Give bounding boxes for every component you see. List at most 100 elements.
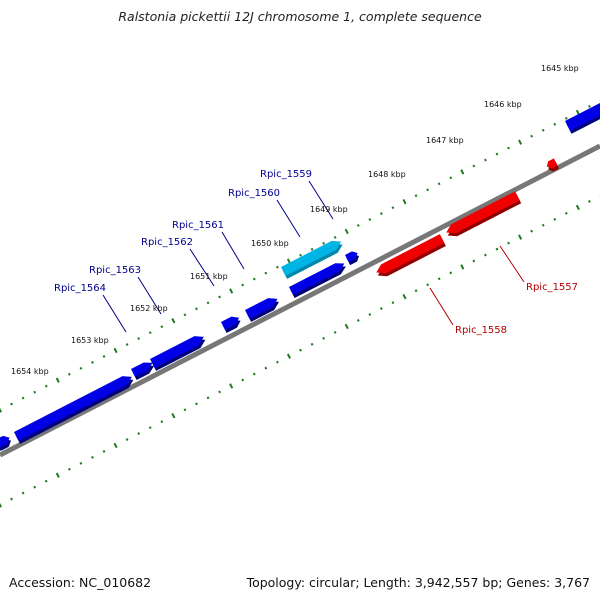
minor-tick bbox=[564, 211, 568, 215]
minor-tick bbox=[206, 396, 210, 400]
genes-value: 3,767 bbox=[554, 575, 590, 590]
forward-gene-arrow bbox=[131, 362, 155, 381]
gene-label-rpic-1559[interactable]: Rpic_1559 bbox=[260, 169, 312, 180]
minor-tick bbox=[495, 247, 499, 251]
minor-tick bbox=[33, 485, 37, 489]
minor-tick bbox=[264, 366, 268, 370]
tick-labels: 1645 kbp 1646 kbp 1647 kbp 1648 kbp 1649 kbp… bbox=[11, 64, 579, 376]
minor-tick bbox=[218, 390, 221, 394]
minor-tick bbox=[33, 390, 37, 394]
upper-tick-track bbox=[0, 99, 600, 413]
minor-tick bbox=[588, 105, 591, 108]
minor-tick bbox=[148, 426, 152, 430]
minor-tick bbox=[541, 223, 545, 227]
minor-tick bbox=[183, 408, 187, 412]
gene-label-rpic-1557[interactable]: Rpic_1557 bbox=[526, 282, 578, 293]
major-tick bbox=[171, 413, 176, 419]
minor-tick bbox=[137, 337, 141, 341]
accession-label: Accession: bbox=[9, 575, 76, 590]
gene-leader-line bbox=[102, 294, 127, 333]
reverse-gene-arrow bbox=[546, 158, 560, 172]
gene-label-rpic-1563[interactable]: Rpic_1563 bbox=[89, 265, 141, 276]
major-tick bbox=[402, 198, 407, 205]
minor-tick bbox=[437, 277, 441, 281]
minor-tick bbox=[449, 271, 453, 275]
minor-tick bbox=[507, 241, 510, 245]
forward-gene-arrow bbox=[14, 376, 134, 444]
kbp-tick-label: 1649 kbp bbox=[310, 205, 348, 214]
gene-labels: Rpic_1557 Rpic_1558 Rpic_1559 Rpic_1560 Rpic… bbox=[54, 169, 578, 336]
highlighted-gene-arrow bbox=[281, 240, 343, 279]
major-tick bbox=[460, 264, 465, 270]
accession-info: Accession: NC_010682 bbox=[9, 575, 151, 590]
minor-tick bbox=[391, 301, 395, 305]
gene-label-rpic-1561[interactable]: Rpic_1561 bbox=[172, 220, 224, 231]
minor-tick bbox=[264, 271, 268, 275]
minor-tick bbox=[553, 217, 557, 221]
minor-tick bbox=[437, 182, 441, 186]
minor-tick bbox=[160, 420, 164, 424]
major-tick bbox=[460, 169, 465, 175]
kbp-tick-label: 1653 kbp bbox=[71, 336, 109, 345]
minor-tick bbox=[541, 128, 545, 132]
minor-tick bbox=[79, 461, 83, 465]
major-tick bbox=[0, 502, 3, 508]
minor-tick bbox=[299, 253, 302, 257]
major-tick bbox=[575, 204, 580, 211]
minor-tick bbox=[241, 283, 245, 287]
minor-tick bbox=[333, 235, 337, 239]
minor-tick bbox=[91, 455, 94, 459]
minor-tick bbox=[426, 188, 430, 192]
minor-tick bbox=[206, 301, 210, 305]
gene-leader-line bbox=[221, 231, 245, 270]
minor-tick bbox=[322, 241, 325, 245]
minor-tick bbox=[195, 402, 198, 406]
minor-tick bbox=[160, 325, 164, 329]
minor-tick bbox=[588, 200, 591, 203]
major-tick bbox=[229, 383, 234, 389]
minor-tick bbox=[564, 116, 568, 120]
minor-tick bbox=[414, 194, 418, 198]
minor-tick bbox=[275, 265, 279, 269]
major-tick bbox=[402, 293, 407, 300]
minor-tick bbox=[484, 253, 487, 257]
gene-label-rpic-1558[interactable]: Rpic_1558 bbox=[455, 325, 507, 336]
minor-tick bbox=[44, 479, 48, 483]
gene-label-rpic-1562[interactable]: Rpic_1562 bbox=[141, 237, 193, 248]
gene-features bbox=[0, 102, 600, 452]
kbp-tick-label: 1646 kbp bbox=[484, 100, 522, 109]
minor-tick bbox=[507, 146, 510, 150]
forward-gene-arrow bbox=[221, 316, 241, 334]
minor-tick bbox=[91, 360, 94, 364]
major-tick bbox=[55, 472, 60, 478]
topology-value: circular; bbox=[309, 575, 360, 590]
tick-marks bbox=[0, 99, 600, 508]
major-tick bbox=[55, 377, 60, 383]
minor-tick bbox=[148, 331, 152, 335]
minor-tick bbox=[310, 247, 314, 251]
minor-tick bbox=[391, 206, 395, 210]
major-tick bbox=[518, 139, 523, 145]
major-tick bbox=[575, 109, 580, 116]
genes-label: Genes: bbox=[506, 575, 551, 590]
topology-label: Topology: bbox=[246, 575, 306, 590]
length-label: Length: bbox=[363, 575, 411, 590]
minor-tick bbox=[21, 491, 25, 495]
forward-gene-arrow bbox=[289, 263, 346, 299]
major-tick bbox=[113, 347, 118, 354]
chromosome-backbone bbox=[0, 143, 600, 458]
minor-tick bbox=[241, 378, 245, 382]
major-tick bbox=[344, 228, 349, 235]
minor-tick bbox=[426, 283, 430, 287]
reverse-gene-arrow bbox=[446, 191, 522, 237]
kbp-tick-label: 1647 kbp bbox=[426, 136, 464, 145]
minor-tick bbox=[125, 343, 129, 346]
minor-tick bbox=[299, 348, 302, 352]
minor-tick bbox=[472, 259, 476, 263]
minor-tick bbox=[368, 218, 372, 221]
gene-label-rpic-1564[interactable]: Rpic_1564 bbox=[54, 283, 106, 294]
gene-label-rpic-1560[interactable]: Rpic_1560 bbox=[228, 188, 280, 199]
backbone-layer bbox=[0, 143, 600, 458]
kbp-tick-label: 1652 kbp bbox=[130, 304, 168, 313]
